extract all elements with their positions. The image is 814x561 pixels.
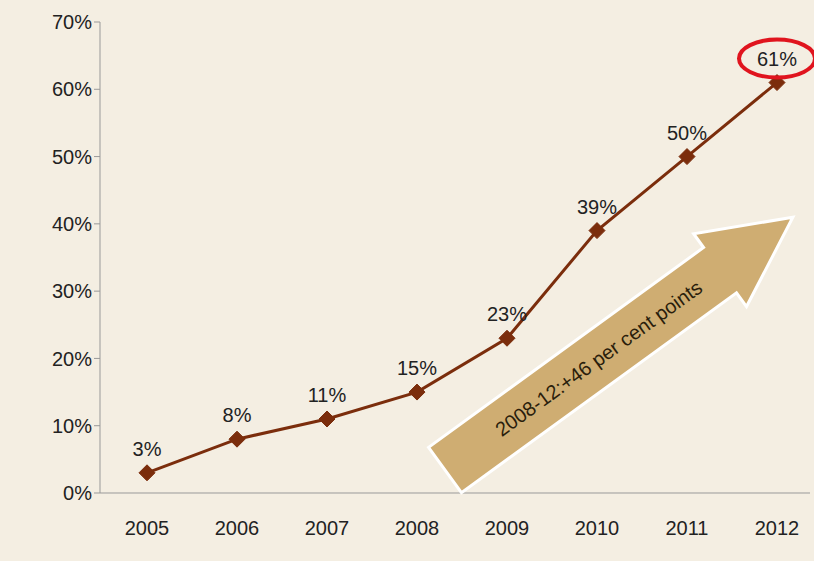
svg-text:20%: 20% <box>52 348 92 370</box>
svg-text:2008: 2008 <box>395 517 440 539</box>
svg-text:70%: 70% <box>52 11 92 33</box>
svg-text:2006: 2006 <box>215 517 260 539</box>
svg-text:3%: 3% <box>133 438 162 460</box>
svg-text:10%: 10% <box>52 415 92 437</box>
svg-text:2011: 2011 <box>665 517 708 539</box>
svg-text:39%: 39% <box>577 196 617 218</box>
svg-text:2007: 2007 <box>305 517 350 539</box>
svg-text:2012: 2012 <box>755 517 800 539</box>
svg-text:50%: 50% <box>52 146 92 168</box>
svg-text:2009: 2009 <box>485 517 530 539</box>
svg-text:30%: 30% <box>52 280 92 302</box>
svg-text:11%: 11% <box>308 384 347 406</box>
svg-text:23%: 23% <box>487 303 527 325</box>
svg-text:15%: 15% <box>397 357 437 379</box>
svg-text:61%: 61% <box>757 48 797 70</box>
svg-text:2005: 2005 <box>125 517 170 539</box>
svg-text:0%: 0% <box>63 482 92 504</box>
svg-text:2008-12:+46 per cent points: 2008-12:+46 per cent points <box>491 276 706 441</box>
svg-text:60%: 60% <box>52 78 92 100</box>
svg-text:40%: 40% <box>52 213 92 235</box>
svg-text:8%: 8% <box>223 404 252 426</box>
svg-text:50%: 50% <box>667 122 707 144</box>
svg-text:2010: 2010 <box>575 517 620 539</box>
